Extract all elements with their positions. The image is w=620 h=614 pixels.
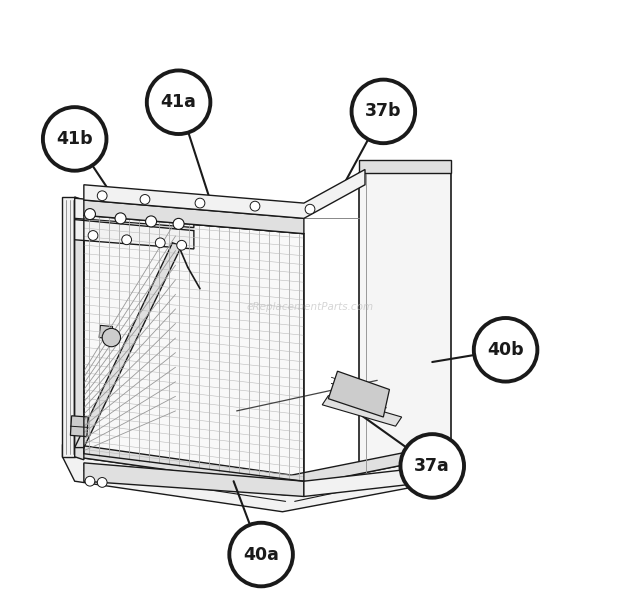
Text: 41a: 41a	[161, 93, 197, 111]
Circle shape	[115, 213, 126, 224]
Polygon shape	[74, 198, 194, 228]
Text: 37b: 37b	[365, 103, 402, 120]
Polygon shape	[359, 173, 451, 481]
Circle shape	[102, 328, 120, 347]
Polygon shape	[63, 197, 74, 457]
Circle shape	[146, 216, 157, 227]
Circle shape	[229, 523, 293, 586]
Circle shape	[85, 476, 95, 486]
Circle shape	[122, 235, 131, 244]
Polygon shape	[322, 395, 402, 426]
Text: 40a: 40a	[243, 546, 279, 564]
Circle shape	[173, 219, 184, 230]
Polygon shape	[84, 216, 304, 481]
Circle shape	[401, 434, 464, 498]
Circle shape	[43, 107, 107, 171]
Polygon shape	[304, 466, 438, 497]
Polygon shape	[63, 457, 445, 511]
Polygon shape	[63, 445, 445, 488]
Polygon shape	[66, 435, 78, 457]
Circle shape	[177, 240, 187, 250]
Polygon shape	[84, 463, 304, 497]
Circle shape	[97, 191, 107, 201]
Circle shape	[305, 204, 315, 214]
Circle shape	[147, 71, 210, 134]
Polygon shape	[329, 371, 389, 417]
Circle shape	[84, 209, 95, 220]
Text: 40b: 40b	[487, 341, 524, 359]
Polygon shape	[84, 200, 304, 234]
Circle shape	[88, 231, 98, 240]
Polygon shape	[359, 160, 451, 173]
Text: 41b: 41b	[56, 130, 93, 148]
Text: eReplacementParts.com: eReplacementParts.com	[246, 302, 374, 312]
Circle shape	[97, 478, 107, 488]
Polygon shape	[84, 169, 365, 219]
Circle shape	[352, 80, 415, 143]
Circle shape	[140, 195, 150, 204]
Text: 37a: 37a	[414, 457, 450, 475]
Polygon shape	[99, 325, 113, 339]
Polygon shape	[74, 197, 84, 460]
Circle shape	[474, 318, 538, 381]
Polygon shape	[74, 243, 182, 448]
Polygon shape	[71, 416, 88, 437]
Circle shape	[195, 198, 205, 208]
Circle shape	[250, 201, 260, 211]
Polygon shape	[74, 220, 194, 249]
Circle shape	[156, 238, 165, 247]
